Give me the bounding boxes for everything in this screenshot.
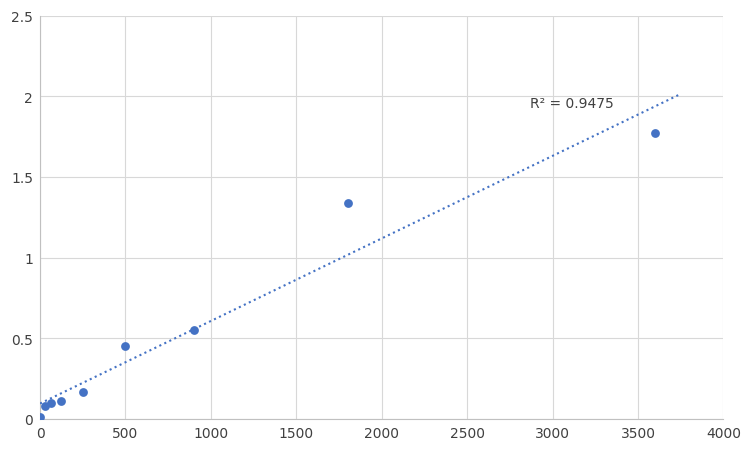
Point	[120, 343, 132, 350]
Point	[44, 399, 56, 406]
Text: R² = 0.9475: R² = 0.9475	[530, 97, 614, 110]
Point	[56, 398, 68, 405]
Point	[188, 327, 200, 334]
Point	[39, 403, 51, 410]
Point	[649, 130, 661, 138]
Point	[77, 388, 89, 395]
Point	[34, 414, 46, 421]
Point	[341, 200, 353, 207]
